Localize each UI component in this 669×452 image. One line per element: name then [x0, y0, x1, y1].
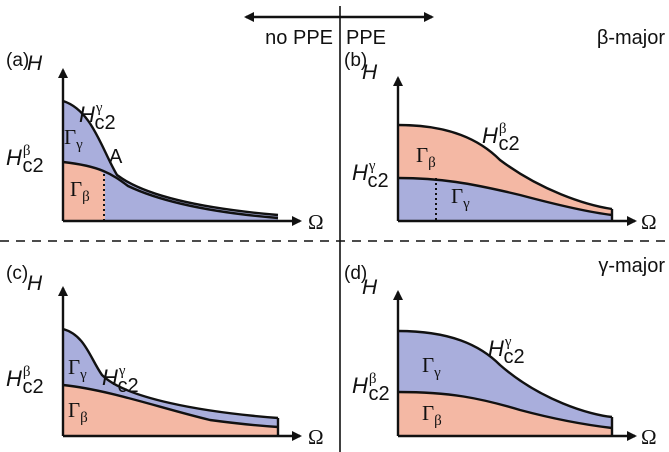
hc2-gamma-label-b: Hγ c2: [352, 158, 389, 192]
region-label-gamma-d: Γγ: [422, 353, 441, 381]
curve-hc2-gamma-b: [397, 176, 613, 217]
hc2-beta-label-b: Hβ c2: [482, 121, 520, 155]
curve-hc2-gamma-d: [397, 329, 613, 419]
region-label-gamma-c: Γγ: [68, 355, 87, 383]
beta-major-label: β-major: [597, 27, 666, 49]
panel-label-c: (c): [6, 263, 28, 284]
region-label-gamma-a: Γγ: [64, 125, 83, 153]
hc2-gamma-label-c: Hγ c2: [102, 363, 139, 397]
hc2-beta-label-d: Hβ c2: [352, 371, 390, 405]
panel-label-d: (d): [344, 263, 367, 284]
x-axis-label-c: Ω: [308, 425, 324, 449]
header: no PPE PPE β-major γ-major: [244, 12, 666, 277]
ppe-label: PPE: [346, 27, 386, 49]
region-label-gamma-b: Γγ: [451, 184, 470, 212]
panel-b: (b) H Ω Hβ c2 Hγ c2 Γβ Γγ: [344, 50, 657, 234]
region-gamma-b: [398, 178, 612, 221]
gamma-major-label: γ-major: [598, 255, 665, 277]
crossing-point-label-a: A: [109, 146, 123, 168]
y-axis-label-b: H: [362, 61, 378, 84]
y-axis-label-a: H: [27, 52, 43, 75]
panel-label-b: (b): [344, 50, 367, 71]
region-label-beta-b: Γβ: [416, 143, 436, 171]
region-label-beta-a: Γβ: [70, 177, 90, 205]
curve-hc2-beta-d: [397, 390, 613, 430]
x-axis-label-a: Ω: [308, 210, 324, 234]
region-beta-a: [63, 162, 105, 221]
panel-d: (d) H Ω Hγ c2 Hβ c2 Γγ Γβ: [344, 263, 657, 449]
panel-c: (c) H Ω Hγ c2 Hβ c2 Γγ Γβ: [6, 263, 324, 449]
panel-label-a: (a): [6, 50, 29, 71]
panel-a: (a) H Ω A Hγ c2 Hβ c2 Γγ Γβ: [6, 50, 324, 234]
hc2-beta-label-c: Hβ c2: [6, 364, 44, 398]
curve-hc2-gamma-a: [62, 99, 279, 217]
curve-hc2-beta-b: [397, 123, 613, 211]
curve-hc2-beta-a: [62, 160, 279, 220]
x-axis-label-b: Ω: [641, 210, 657, 234]
region-gamma-a: [63, 101, 278, 221]
hc2-gamma-label-d: Hγ c2: [488, 334, 525, 368]
no-ppe-label: no PPE: [265, 27, 333, 49]
y-axis-label-c: H: [27, 272, 43, 295]
hc2-beta-label-a: Hβ c2: [6, 143, 44, 177]
x-axis-label-d: Ω: [641, 425, 657, 449]
curve-hc2-gamma-c: [62, 327, 279, 420]
y-axis-label-d: H: [362, 276, 378, 299]
curve-hc2-beta-c: [62, 383, 279, 429]
region-label-beta-d: Γβ: [422, 401, 442, 429]
region-label-beta-c: Γβ: [68, 398, 88, 426]
region-beta-d: [398, 392, 612, 436]
hc2-gamma-label-a: Hγ c2: [79, 100, 116, 134]
